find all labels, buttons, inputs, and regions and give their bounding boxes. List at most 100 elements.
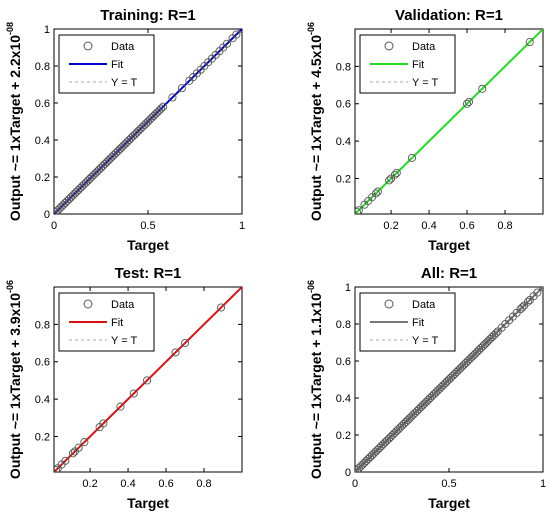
data-point bbox=[129, 389, 138, 398]
data-point bbox=[74, 443, 83, 452]
data-point bbox=[518, 303, 527, 312]
y-axis-label-exponent: -08 bbox=[5, 22, 15, 35]
data-point bbox=[222, 39, 232, 48]
y-tick-label: 0.6 bbox=[336, 99, 351, 111]
x-tick-label: 1 bbox=[239, 220, 245, 232]
data-point bbox=[491, 329, 501, 338]
data-point bbox=[177, 84, 186, 93]
data-point bbox=[373, 187, 382, 196]
legend-label-identity: Y = T bbox=[111, 335, 137, 347]
y-tick-label: 0.6 bbox=[35, 357, 50, 369]
y-tick-label: 0.8 bbox=[35, 61, 50, 73]
data-point bbox=[168, 93, 177, 102]
data-point bbox=[61, 456, 70, 465]
x-tick-label: 0.5 bbox=[441, 478, 456, 490]
y-axis-label: Output ~= 1xTarget + 1.1x10-06 bbox=[306, 280, 324, 479]
y-axis-label-main: Output ~= 1xTarget + 1.1x10 bbox=[308, 293, 324, 479]
data-point bbox=[99, 419, 108, 428]
data-point bbox=[478, 84, 487, 93]
subplot-3: Test: R=1 Target Output ~= 1xTarget + 3.9x… bbox=[5, 265, 243, 511]
x-tick-label: 0.2 bbox=[383, 220, 398, 232]
legend-marker-data bbox=[83, 299, 93, 309]
y-axis-label-exponent: -06 bbox=[306, 280, 316, 293]
legend-marker-data bbox=[384, 299, 394, 309]
legend-label-fit: Fit bbox=[412, 317, 424, 329]
legend: Data Fit Y = T bbox=[58, 292, 155, 352]
data-point bbox=[355, 208, 361, 214]
x-axis-label: Target bbox=[428, 495, 470, 511]
data-point bbox=[464, 97, 473, 106]
legend-label-data: Data bbox=[111, 41, 135, 53]
data-point bbox=[217, 303, 226, 312]
x-tick-label: 0.5 bbox=[140, 220, 155, 232]
y-tick-label: 0.4 bbox=[336, 136, 351, 148]
data-point bbox=[157, 104, 166, 113]
data-point bbox=[533, 288, 542, 297]
x-tick-label: 0.8 bbox=[497, 220, 512, 232]
data-point bbox=[371, 189, 380, 198]
data-layer bbox=[54, 287, 242, 472]
data-point bbox=[385, 176, 394, 185]
legend-label-fit: Fit bbox=[412, 59, 424, 71]
y-tick-label: 0.6 bbox=[35, 98, 50, 110]
data-point bbox=[116, 402, 125, 411]
y-tick-label: 0.2 bbox=[336, 173, 351, 185]
y-tick-label: 0.2 bbox=[35, 431, 50, 443]
data-point bbox=[68, 449, 78, 458]
y-tick-label: 0 bbox=[44, 209, 50, 221]
y-axis-label-exponent: -06 bbox=[5, 280, 15, 293]
data-point bbox=[158, 102, 168, 111]
data-layer bbox=[54, 29, 242, 214]
data-point bbox=[390, 170, 399, 179]
y-tick-label: 1 bbox=[44, 24, 50, 36]
subplot-1: Training: R=1 Target Output ~= 1xTarget + … bbox=[5, 7, 245, 253]
x-axis-label: Target bbox=[127, 495, 169, 511]
data-point bbox=[80, 438, 89, 447]
data-point bbox=[462, 99, 472, 108]
chart-title: Test: R=1 bbox=[115, 265, 182, 282]
legend-label-fit: Fit bbox=[111, 59, 123, 71]
chart-title: Training: R=1 bbox=[100, 7, 195, 24]
data-layer bbox=[355, 287, 543, 472]
y-tick-label: 0.6 bbox=[336, 356, 351, 368]
x-tick-label: 0.6 bbox=[459, 220, 474, 232]
x-tick-label: 0 bbox=[51, 220, 57, 232]
chart-title: All: R=1 bbox=[421, 265, 477, 282]
x-tick-label: 0.2 bbox=[82, 478, 97, 490]
legend-label-identity: Y = T bbox=[111, 77, 137, 89]
y-axis-label-exponent: -06 bbox=[306, 22, 316, 35]
y-tick-label: 0.8 bbox=[35, 319, 50, 331]
legend-label-data: Data bbox=[412, 299, 436, 311]
chart-title: Validation: R=1 bbox=[395, 7, 503, 24]
y-tick-label: 0.4 bbox=[35, 135, 50, 147]
x-tick-label: 0 bbox=[352, 478, 358, 490]
subplot-4: All: R=1 Target Output ~= 1xTarget + 1.1x1… bbox=[306, 265, 546, 511]
y-tick-label: 0 bbox=[345, 467, 351, 479]
legend-marker-data bbox=[83, 41, 93, 51]
subplot-2: Validation: R=1 Target Output ~= 1xTarget … bbox=[306, 7, 544, 253]
x-tick-label: 0.4 bbox=[120, 478, 135, 490]
y-axis-label: Output ~= 1xTarget + 3.9x10-06 bbox=[5, 280, 23, 479]
x-axis-label: Target bbox=[127, 237, 169, 253]
data-point bbox=[143, 376, 152, 385]
x-tick-label: 1 bbox=[540, 478, 546, 490]
y-axis-label: Output ~= 1xTarget + 4.5x10-06 bbox=[306, 22, 324, 221]
data-point bbox=[237, 29, 242, 34]
data-layer bbox=[355, 29, 543, 214]
data-point bbox=[407, 153, 417, 162]
legend-label-identity: Y = T bbox=[412, 335, 438, 347]
data-point bbox=[171, 348, 180, 357]
y-axis-label-main: Output ~= 1xTarget + 4.5x10 bbox=[308, 35, 324, 221]
x-tick-label: 0.8 bbox=[196, 478, 211, 490]
x-tick-label: 0.4 bbox=[421, 220, 436, 232]
x-tick-label: 0.6 bbox=[158, 478, 173, 490]
y-axis-label: Output ~= 1xTarget + 2.2x10-08 bbox=[5, 22, 23, 221]
data-point bbox=[54, 466, 60, 472]
y-tick-label: 0.8 bbox=[336, 61, 351, 73]
legend-marker-data bbox=[384, 41, 394, 51]
x-axis-label: Target bbox=[428, 237, 470, 253]
y-tick-label: 0.2 bbox=[336, 430, 351, 442]
y-tick-label: 0.8 bbox=[336, 319, 351, 331]
data-point bbox=[232, 30, 241, 39]
